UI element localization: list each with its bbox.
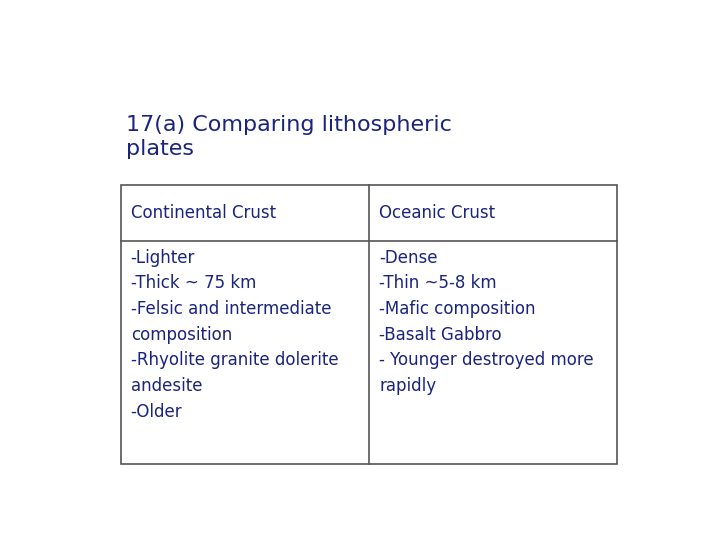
Text: 17(a) Comparing lithospheric
plates: 17(a) Comparing lithospheric plates bbox=[126, 114, 452, 159]
Text: -Lighter
-Thick ~ 75 km
-Felsic and intermediate
composition
-Rhyolite granite d: -Lighter -Thick ~ 75 km -Felsic and inte… bbox=[131, 248, 338, 421]
Text: Continental Crust: Continental Crust bbox=[131, 204, 276, 222]
Text: Oceanic Crust: Oceanic Crust bbox=[379, 204, 495, 222]
Bar bbox=[121, 185, 617, 464]
Text: -Dense
-Thin ~5-8 km
-Mafic composition
-Basalt Gabbro
- Younger destroyed more
: -Dense -Thin ~5-8 km -Mafic composition … bbox=[379, 248, 594, 395]
